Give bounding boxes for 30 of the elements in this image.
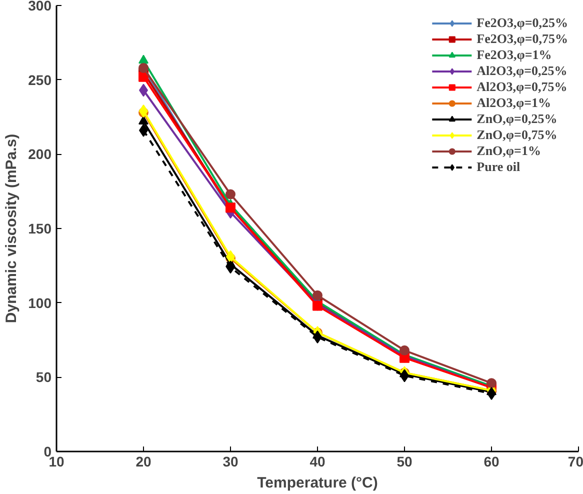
x-tick-label: 40 (310, 454, 326, 470)
legend-label: Pure oil (476, 159, 520, 175)
y-tick-label: 150 (28, 220, 52, 236)
point (138, 116, 148, 125)
y-tick-label: 100 (28, 294, 52, 311)
legend-label: Al2O3,φ=0,25% (476, 63, 568, 79)
y-tick-label: 250 (28, 72, 52, 88)
y-tick-label: 50 (36, 369, 52, 386)
legend-label: Al2O3,φ=0,75% (476, 79, 568, 95)
legend-label: Fe2O3,φ=0,75% (476, 31, 568, 47)
x-axis-title: Temperature (°C) (257, 474, 378, 492)
x-tick-label: 50 (396, 454, 412, 470)
point (138, 72, 148, 82)
x-tick-label: 30 (222, 454, 238, 470)
point (226, 189, 236, 200)
x-tick-label: 20 (136, 454, 152, 470)
legend-label: Al2O3,φ=1% (476, 95, 552, 111)
legend-label: ZnO,φ=1% (476, 143, 541, 159)
legend-label: Fe2O3,φ=1% (476, 47, 552, 63)
point (312, 290, 322, 300)
y-tick-label: 200 (28, 146, 52, 162)
y-axis-title: Dynamic viscosity (mPa.s) (3, 134, 20, 324)
x-tick-label: 60 (484, 454, 500, 470)
x-tick-label: 70 (568, 454, 583, 470)
legend-label: Fe2O3,φ=0,25% (476, 15, 568, 31)
y-tick-label: 300 (28, 0, 52, 14)
legend-label: ZnO,φ=0,25% (476, 111, 558, 127)
legend-label: ZnO,φ=0,75% (476, 127, 558, 143)
point (400, 345, 410, 356)
point (312, 300, 322, 311)
